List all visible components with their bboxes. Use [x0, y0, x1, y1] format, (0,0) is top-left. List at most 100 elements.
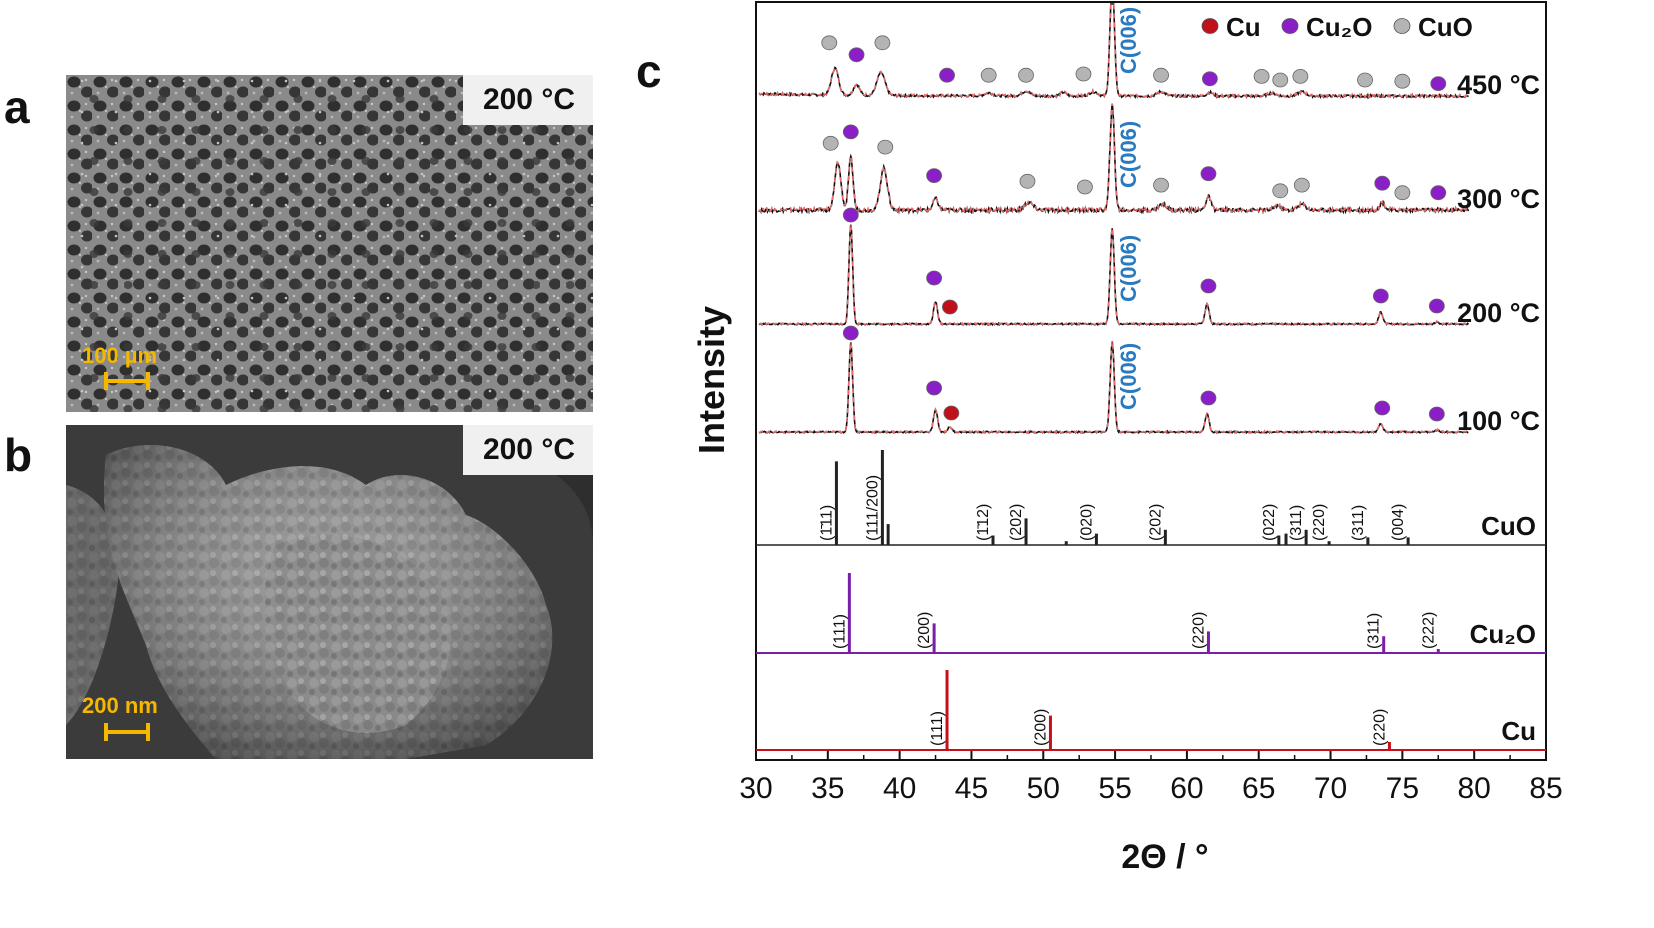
phase-marker — [980, 67, 997, 83]
phase-marker — [926, 270, 943, 286]
phase-marker — [939, 67, 955, 83]
x-axis-label: 2Θ / ° — [1121, 838, 1208, 876]
sem-image-porous-foam: 200 °C 100 µm — [66, 75, 593, 412]
phase-marker — [821, 35, 838, 51]
hkl-label: (202) — [1147, 504, 1164, 541]
hkl-label: (220) — [1311, 504, 1328, 541]
phase-marker — [1153, 67, 1169, 83]
legend: Cu Cu₂O CuO — [1201, 12, 1473, 42]
temperature-badge: 200 °C — [462, 75, 593, 125]
phase-marker — [1272, 183, 1289, 199]
temperature-label: 200 °C — [1457, 298, 1540, 328]
hkl-label: (022) — [1261, 504, 1278, 541]
hkl-label: (1̄11) — [818, 505, 835, 541]
xrd-chart: Cu Cu₂O CuO 450 °C C(006) 300 °C C(006) 200 °C… — [691, 1, 1563, 876]
phase-marker — [874, 35, 891, 51]
reference-name: Cu — [1501, 716, 1536, 746]
particle-agglomerate — [66, 425, 593, 759]
carbon-peak-label: C(006) — [1116, 121, 1141, 188]
x-tick-label: 55 — [1098, 772, 1131, 805]
legend-marker — [1281, 18, 1299, 34]
xrd-fit-line — [758, 224, 1469, 326]
hkl-label: (202) — [1008, 504, 1025, 541]
x-tick-label: 65 — [1242, 772, 1275, 805]
phase-marker — [1394, 185, 1411, 201]
phase-marker — [842, 124, 859, 140]
scale-bar — [104, 723, 150, 741]
legend-label: Cu₂O — [1306, 12, 1372, 42]
x-tick-label: 85 — [1529, 772, 1562, 805]
porous-foam-texture — [66, 75, 593, 412]
hkl-label: (311) — [1350, 505, 1367, 541]
scale-bar-label: 200 nm — [82, 693, 158, 718]
phase-marker — [942, 299, 958, 315]
sem-image-particles: 200 °C 200 nm — [66, 425, 593, 759]
legend-label: Cu — [1226, 12, 1261, 42]
reference-patterns: (1̄11) (111/200) (1̄12) (202) (020) (202) (022… — [756, 450, 1546, 751]
phase-marker — [943, 405, 960, 421]
hkl-label: (220) — [1190, 612, 1207, 649]
temperature-label: 300 °C — [1457, 184, 1540, 214]
y-axis-label: Intensity — [691, 306, 732, 454]
x-tick-label: 70 — [1314, 772, 1347, 805]
phase-marker — [1428, 406, 1445, 422]
reference-name: Cu₂O — [1470, 619, 1536, 649]
xrd-fit-line — [758, 3, 1469, 99]
hkl-label: (311) — [1366, 613, 1383, 649]
hkl-label: (004) — [1390, 504, 1407, 541]
xrd-fit-line — [758, 103, 1470, 215]
carbon-peak-label: C(006) — [1116, 343, 1141, 410]
hkl-label: (111/200) — [864, 475, 881, 541]
carbon-peak-label: C(006) — [1116, 235, 1141, 302]
legend-label: CuO — [1418, 12, 1473, 42]
hkl-label: (1̄12) — [975, 504, 992, 541]
phase-marker — [1428, 298, 1445, 314]
x-tick-label: 50 — [1027, 772, 1060, 805]
phase-marker — [1153, 177, 1169, 193]
hkl-label: (200) — [916, 612, 933, 649]
temperature-label: 100 °C — [1457, 406, 1540, 436]
hkl-label: (111) — [929, 711, 946, 746]
phase-marker — [926, 168, 943, 184]
carbon-peak-label: C(006) — [1116, 7, 1141, 74]
phase-marker — [877, 139, 894, 155]
phase-marker — [1374, 400, 1391, 416]
phase-marker — [822, 135, 839, 151]
hkl-label: (220) — [1371, 709, 1388, 746]
phase-marker — [926, 380, 943, 396]
hkl-label: (111) — [831, 614, 848, 649]
xrd-fit-line — [758, 340, 1469, 434]
x-tick-label: 30 — [739, 772, 772, 805]
phase-marker — [1018, 67, 1034, 83]
phase-marker — [1272, 72, 1289, 88]
x-tick-label: 45 — [955, 772, 988, 805]
panel-letter-a: a — [4, 81, 30, 133]
phase-marker — [1372, 288, 1389, 304]
phase-marker — [1200, 166, 1217, 182]
hkl-label: (311) — [1288, 505, 1305, 541]
x-tick-label: 80 — [1457, 772, 1490, 805]
phase-marker — [1253, 69, 1270, 84]
reference-name: CuO — [1481, 511, 1536, 541]
scale-bar-label: 100 µm — [82, 343, 158, 368]
phase-marker — [1357, 72, 1373, 88]
hkl-label: (200) — [1032, 709, 1049, 746]
legend-marker — [1201, 18, 1219, 34]
phase-marker — [1293, 177, 1310, 193]
phase-marker — [842, 207, 859, 223]
xrd-patterns: 450 °C C(006) 300 °C C(006) 200 °C C(006) 100 … — [758, 3, 1540, 436]
phase-marker — [1374, 175, 1391, 191]
legend-marker — [1393, 18, 1411, 34]
phase-marker — [1077, 179, 1093, 195]
phase-marker — [1019, 173, 1036, 189]
phase-marker — [1394, 73, 1411, 89]
panel-letter-c: c — [636, 45, 662, 97]
temperature-badge: 200 °C — [462, 425, 593, 475]
x-tick-label: 40 — [883, 772, 916, 805]
phase-marker — [1075, 66, 1092, 82]
x-tick-label: 60 — [1170, 772, 1203, 805]
x-axis: 30 35 40 45 50 55 60 65 70 75 80 85 — [739, 751, 1563, 805]
scale-bar — [104, 372, 150, 390]
phase-marker — [1292, 69, 1309, 84]
phase-marker — [1430, 185, 1447, 201]
